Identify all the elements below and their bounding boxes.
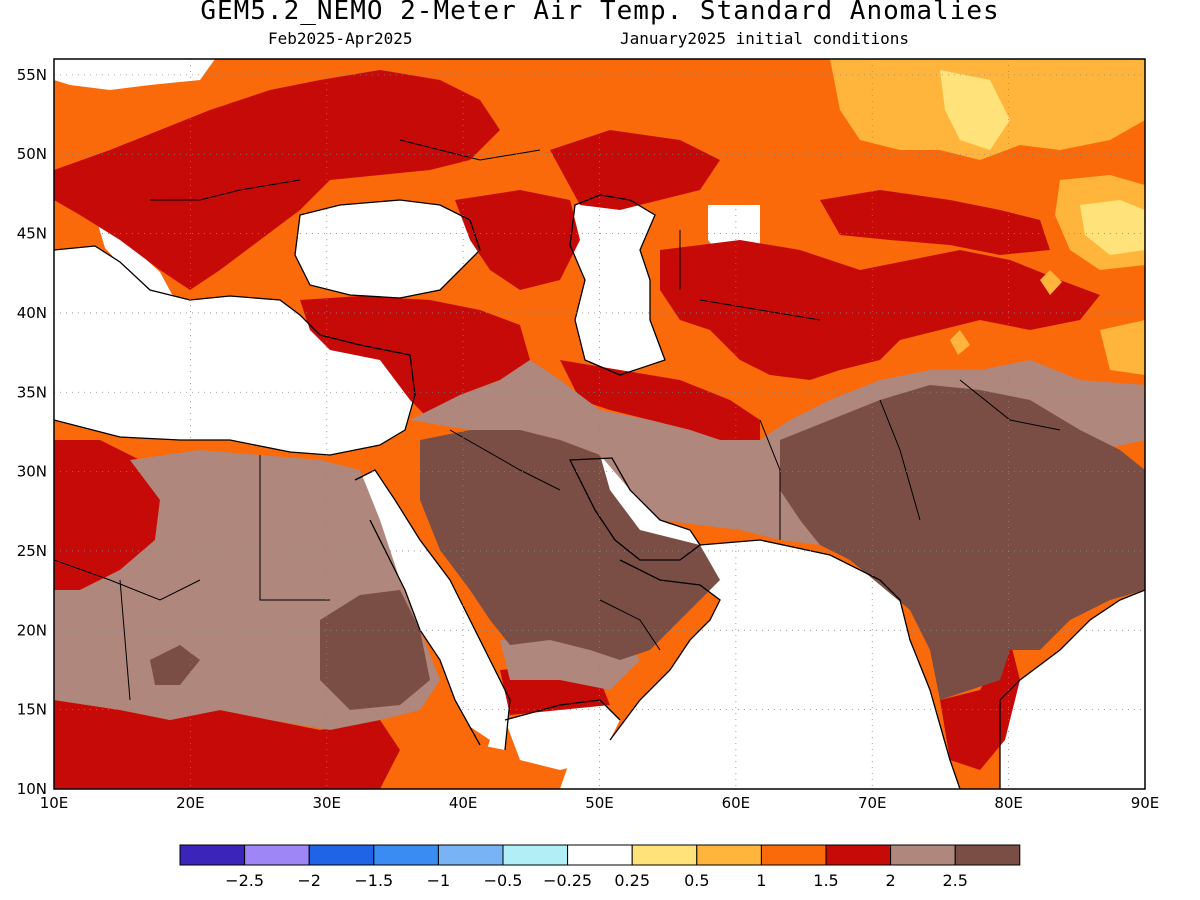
map-title: GEM5.2_NEMO 2-Meter Air Temp. Standard A… xyxy=(200,0,1000,26)
colorbar-swatch xyxy=(567,844,633,866)
coastlines xyxy=(54,194,1145,789)
anomaly-2-region-europe xyxy=(54,70,500,290)
colorbar-label: −0.25 xyxy=(543,871,592,890)
colorbar-swatch xyxy=(954,844,1021,866)
colorbar-swatch xyxy=(437,844,504,866)
latitude-tick-label: 25N xyxy=(17,542,47,560)
latitude-tick-label: 15N xyxy=(17,701,47,719)
anomaly-2-region-east xyxy=(820,190,1050,255)
anomaly-gt-2-5-region-sudan xyxy=(320,590,430,710)
north-white-patch xyxy=(54,59,215,90)
colorbar-swatch xyxy=(373,844,439,866)
latitude-tick-label: 20N xyxy=(17,621,47,639)
longitude-tick-label: 80E xyxy=(994,794,1023,812)
black-sea xyxy=(295,200,480,298)
colorbar-label: 1 xyxy=(756,871,766,890)
anomaly-2-region-caucasus xyxy=(455,190,580,290)
anomaly-2-region-central-asia xyxy=(660,240,1100,380)
anomaly-2-region-iran xyxy=(560,360,760,440)
initial-conditions: January2025 initial conditions xyxy=(620,29,909,48)
bay-of-bengal xyxy=(1000,590,1145,789)
anomaly-2-region-africa-south xyxy=(54,700,400,789)
longitude-tick-label: 40E xyxy=(449,794,478,812)
longitude-tick-label: 30E xyxy=(312,794,341,812)
latitude-tick-label: 10N xyxy=(17,780,47,798)
colorbar-label: −2.5 xyxy=(225,871,264,890)
anomaly-gt-2-5-region-india xyxy=(780,385,1145,700)
colorbar-swatch xyxy=(890,844,956,866)
latitude-tick-label: 55N xyxy=(17,66,47,84)
longitude-tick-label: 20E xyxy=(176,794,205,812)
longitude-tick-label: 60E xyxy=(722,794,751,812)
latitude-tick-label: 40N xyxy=(17,304,47,322)
anomaly-0-5-region-east xyxy=(1080,200,1145,255)
arabian-sea xyxy=(560,540,960,789)
anomaly-2-region-kazakh xyxy=(550,130,720,210)
colorbar-label: −2 xyxy=(297,871,321,890)
anomaly-1-5-region-horn xyxy=(410,720,490,780)
colorbar-swatch xyxy=(502,844,569,866)
anomaly-gt-2-5-region-arabia xyxy=(420,430,720,660)
latitude-tick-label: 30N xyxy=(17,463,47,481)
anomaly-1-spot-a xyxy=(1040,270,1062,295)
forecast-period: Feb2025-Apr2025 xyxy=(268,29,413,48)
colorbar xyxy=(179,844,1021,866)
latitude-tick-label: 45N xyxy=(17,225,47,243)
colorbar-label: 0.25 xyxy=(614,871,650,890)
colorbar-label: −1.5 xyxy=(354,871,393,890)
colorbar-labels: −2.5 −2 −1.5 −1 −0.5 −0.25 0.25 0.5 1 1.5 2 2.5 xyxy=(225,871,968,890)
colorbar-label: −1 xyxy=(427,871,451,890)
colorbar-label: 0.5 xyxy=(684,871,709,890)
colorbar-swatch xyxy=(631,844,698,866)
caspian-sea xyxy=(570,195,665,375)
mediterranean-sea xyxy=(54,246,415,455)
longitude-labels: 10E 20E 30E 40E 50E 60E 70E 80E 90E xyxy=(40,794,1160,812)
longitude-tick-label: 70E xyxy=(858,794,887,812)
colorbar-label: 2 xyxy=(886,871,896,890)
anomaly-1-spot-b xyxy=(950,330,970,355)
longitude-tick-label: 10E xyxy=(40,794,69,812)
adriatic-sea xyxy=(96,218,175,305)
colorbar-swatch xyxy=(179,844,246,866)
country-borders xyxy=(54,139,1061,701)
anomaly-fields xyxy=(54,59,1145,789)
anomaly-0-5-region-north xyxy=(940,70,1010,150)
red-sea xyxy=(355,470,510,750)
anomaly-2-region-africa-west xyxy=(54,440,160,590)
colorbar-label: 2.5 xyxy=(942,871,967,890)
longitude-tick-label: 90E xyxy=(1131,794,1160,812)
latitude-labels: 55N 50N 45N 40N 35N 30N 25N 20N 15N 10N xyxy=(17,66,47,798)
longitude-tick-label: 50E xyxy=(585,794,614,812)
colorbar-swatch xyxy=(244,844,310,866)
colorbar-swatch xyxy=(825,844,892,866)
colorbar-swatch xyxy=(308,844,375,866)
map-frame xyxy=(53,58,1146,790)
anomaly-2-region-turkey xyxy=(300,296,530,420)
anomaly-1-region-tibet xyxy=(1100,320,1145,375)
latitude-tick-label: 35N xyxy=(17,383,47,401)
colorbar-label: −0.5 xyxy=(484,871,523,890)
colorbar-label: 1.5 xyxy=(813,871,838,890)
colorbar-swatch xyxy=(696,844,762,866)
colorbar-swatch xyxy=(760,844,827,866)
anomaly-gt-2-5-region-chad xyxy=(150,645,200,685)
gulf-of-aden xyxy=(505,700,620,770)
latitude-tick-label: 50N xyxy=(17,145,47,163)
